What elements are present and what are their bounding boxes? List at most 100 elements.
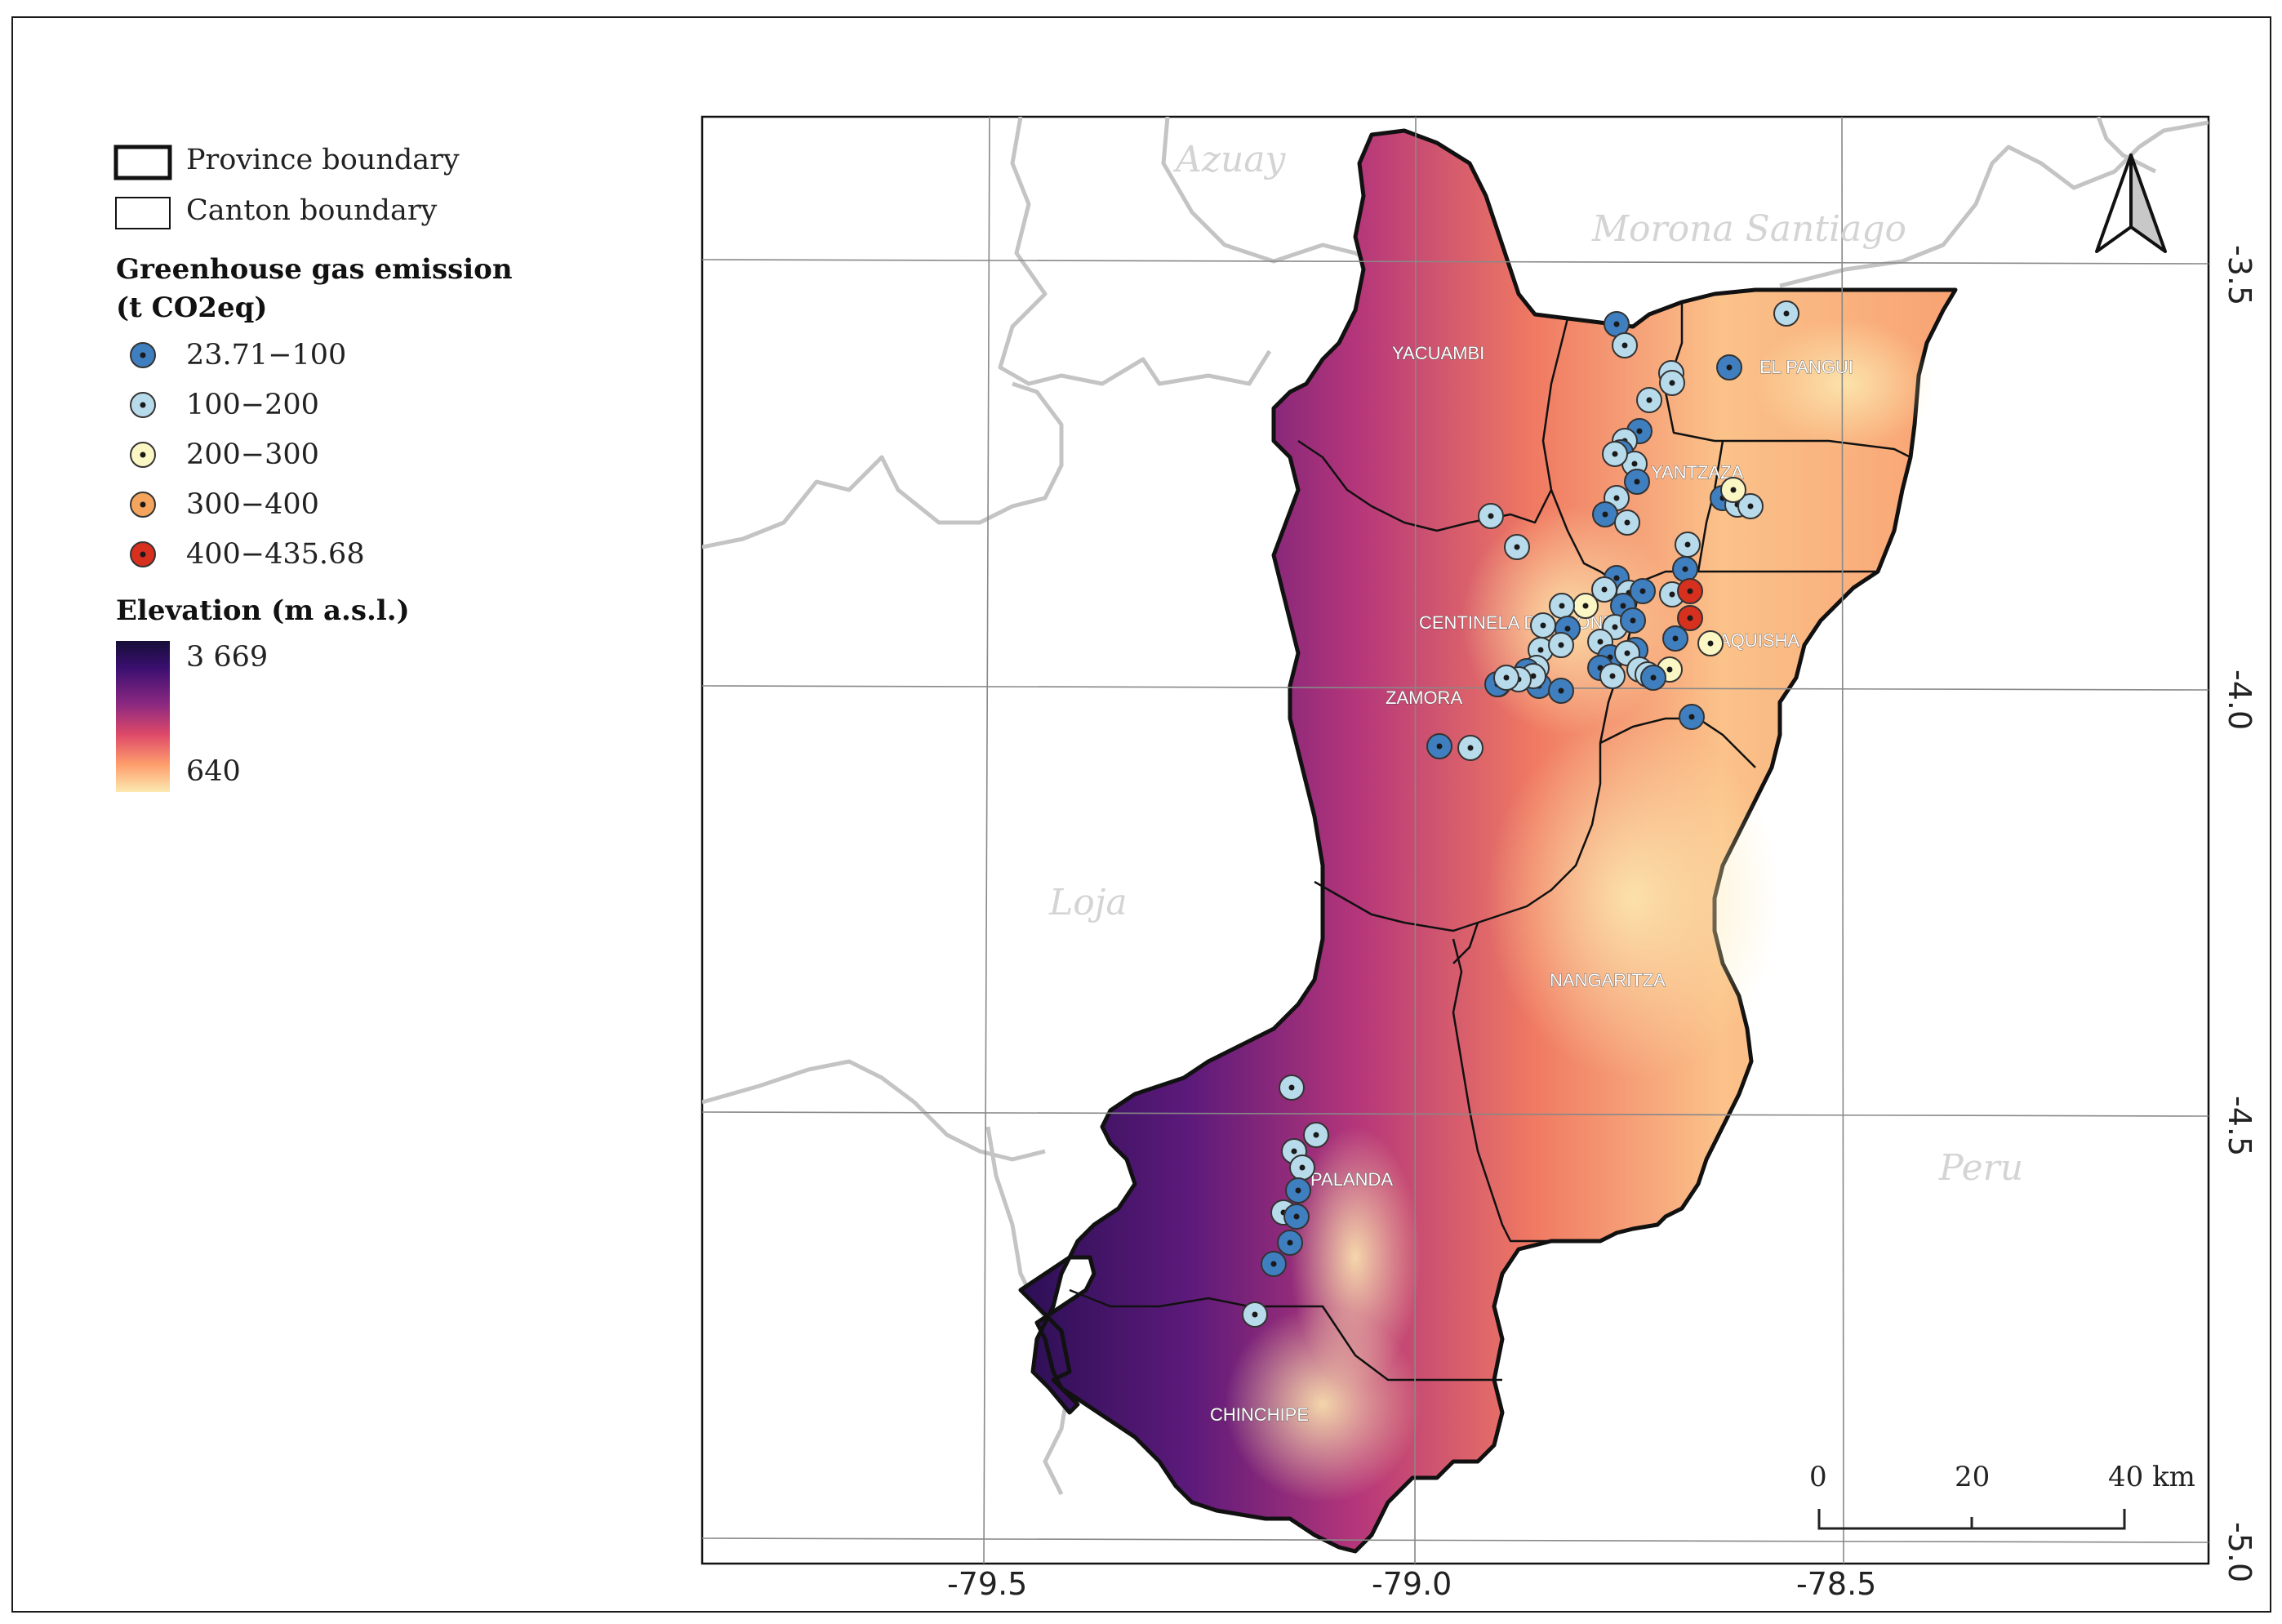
- emission-legend-dot: [140, 352, 146, 358]
- emission-point-dot: [1558, 642, 1564, 648]
- emission-point-dot: [1613, 575, 1620, 581]
- emission-point-dot: [1624, 519, 1630, 526]
- canton-boundary-swatch: [115, 197, 171, 229]
- canton-label-nangaritza: NANGARITZA: [1550, 970, 1666, 990]
- legend-province-label: Province boundary: [186, 144, 460, 176]
- emission-point-dot: [1612, 624, 1618, 630]
- canton-label-el-pangui: EL PANGUI: [1759, 357, 1853, 377]
- emission-point-dot: [1540, 622, 1546, 629]
- emission-legend-dot: [140, 402, 146, 408]
- emission-point-dot: [1299, 1164, 1306, 1171]
- emission-point-dot: [1669, 380, 1675, 386]
- emission-point-dot: [1530, 673, 1537, 679]
- emission-points: [1242, 300, 1799, 1328]
- emission-point-dot: [1636, 428, 1643, 434]
- y-tick-label: -3.5: [2222, 245, 2258, 305]
- legend-elevation-max: 3 669: [186, 641, 269, 674]
- emission-point-dot: [1682, 566, 1688, 572]
- legend-canton-label: Canton boundary: [186, 194, 438, 227]
- emission-point-dot: [1287, 1239, 1293, 1246]
- emission-point-dot: [1634, 478, 1640, 485]
- canton-label-chinchipe: CHINCHIPE: [1210, 1404, 1309, 1425]
- emission-point-dot: [1467, 745, 1474, 751]
- emission-point-dot: [1293, 1213, 1300, 1220]
- y-axis-labels: -3.5 -4.0 -4.5 -5.0: [2222, 245, 2258, 1582]
- emission-point-dot: [1252, 1311, 1258, 1318]
- emission-point-dot: [1687, 615, 1693, 621]
- emission-point-dot: [1602, 511, 1608, 518]
- emission-point-dot: [1582, 603, 1589, 609]
- emission-point-dot: [1688, 714, 1695, 720]
- y-tick-label: -4.5: [2222, 1096, 2258, 1156]
- emission-point-dot: [1436, 743, 1443, 750]
- graticule: [702, 117, 2209, 1564]
- legend-class-5: 400−435.68: [186, 538, 365, 571]
- emission-point-dot: [1488, 513, 1494, 519]
- emission-point-dot: [1672, 635, 1679, 642]
- emission-point-dot: [1313, 1132, 1319, 1138]
- north-arrow-icon: [2095, 154, 2167, 253]
- x-tick-label: -79.0: [1372, 1566, 1452, 1602]
- emission-point-dot: [1650, 674, 1657, 681]
- emission-point-dot: [1666, 666, 1673, 673]
- emission-legend-dot: [140, 452, 146, 458]
- emission-point-dot: [1630, 617, 1636, 624]
- emission-point-dot: [1624, 650, 1630, 656]
- elevation-colorbar: [116, 641, 170, 792]
- legend-emission-title-2: (t CO2eq): [116, 291, 268, 324]
- y-tick-label: -5.0: [2222, 1522, 2258, 1582]
- legend-elevation-min: 640: [186, 755, 241, 788]
- region-label-azuay: Azuay: [1172, 139, 1287, 180]
- emission-point-dot: [1601, 586, 1608, 593]
- canton-label-palanda: PALANDA: [1310, 1169, 1393, 1190]
- region-label-morona-santiago: Morona Santiago: [1591, 208, 1906, 250]
- canton-label-yacuambi: YACUAMBI: [1392, 343, 1484, 363]
- emission-point-dot: [1609, 673, 1616, 679]
- emission-point-dot: [1291, 1148, 1297, 1155]
- emission-point-dot: [1783, 310, 1790, 317]
- emission-point-dot: [1747, 503, 1754, 509]
- emission-point-dot: [1621, 342, 1628, 349]
- emission-point-dot: [1669, 591, 1675, 598]
- emission-point-dot: [1726, 364, 1733, 371]
- emission-point-dot: [1564, 625, 1571, 632]
- legend-class-2: 100−200: [186, 389, 319, 421]
- province-boundary-swatch: [113, 145, 172, 180]
- emission-point-dot: [1687, 588, 1693, 594]
- legend-class-3: 200−300: [186, 438, 319, 471]
- emission-point-dot: [1559, 603, 1565, 609]
- legend-emission-title-1: Greenhouse gas emission: [116, 253, 513, 286]
- canton-label-zamora: ZAMORA: [1386, 687, 1462, 708]
- emission-point-dot: [1288, 1084, 1295, 1091]
- elevation-shading: [1225, 318, 1935, 1502]
- emission-point-dot: [1730, 487, 1737, 493]
- scale-bar: 0 20 40 km: [1809, 1461, 2195, 1530]
- scale-label-20: 20: [1955, 1461, 1990, 1493]
- emission-point-dot: [1597, 638, 1604, 645]
- legend-symbols: [113, 145, 172, 792]
- emission-point-dot: [1646, 397, 1653, 403]
- region-label-peru: Peru: [1938, 1147, 2023, 1189]
- emission-point-dot: [1613, 321, 1620, 327]
- legend-class-4: 300−400: [186, 488, 319, 521]
- emission-point-dot: [1707, 640, 1714, 647]
- canton-label-paquisha: PAQUISHA: [1708, 630, 1799, 651]
- emission-point-dot: [1503, 674, 1510, 681]
- x-tick-label: -78.5: [1796, 1566, 1876, 1602]
- region-labels: Azuay Morona Santiago Loja Peru: [1048, 139, 2023, 1189]
- emission-point-dot: [1684, 541, 1691, 548]
- emission-point-dot: [1613, 495, 1620, 501]
- region-label-loja: Loja: [1048, 882, 1128, 923]
- legend-class-1: 23.71−100: [186, 339, 347, 372]
- y-tick-label: -4.0: [2222, 670, 2258, 730]
- emission-point-dot: [1639, 588, 1646, 594]
- x-axis-labels: -79.5 -79.0 -78.5: [947, 1566, 1876, 1602]
- x-tick-label: -79.5: [947, 1566, 1027, 1602]
- emission-point-dot: [1537, 647, 1544, 653]
- emission-legend-dot: [140, 551, 146, 558]
- emission-point-dot: [1558, 687, 1564, 694]
- emission-point-dot: [1295, 1187, 1301, 1194]
- emission-point-dot: [1620, 603, 1626, 609]
- emission-legend-dot: [140, 501, 146, 508]
